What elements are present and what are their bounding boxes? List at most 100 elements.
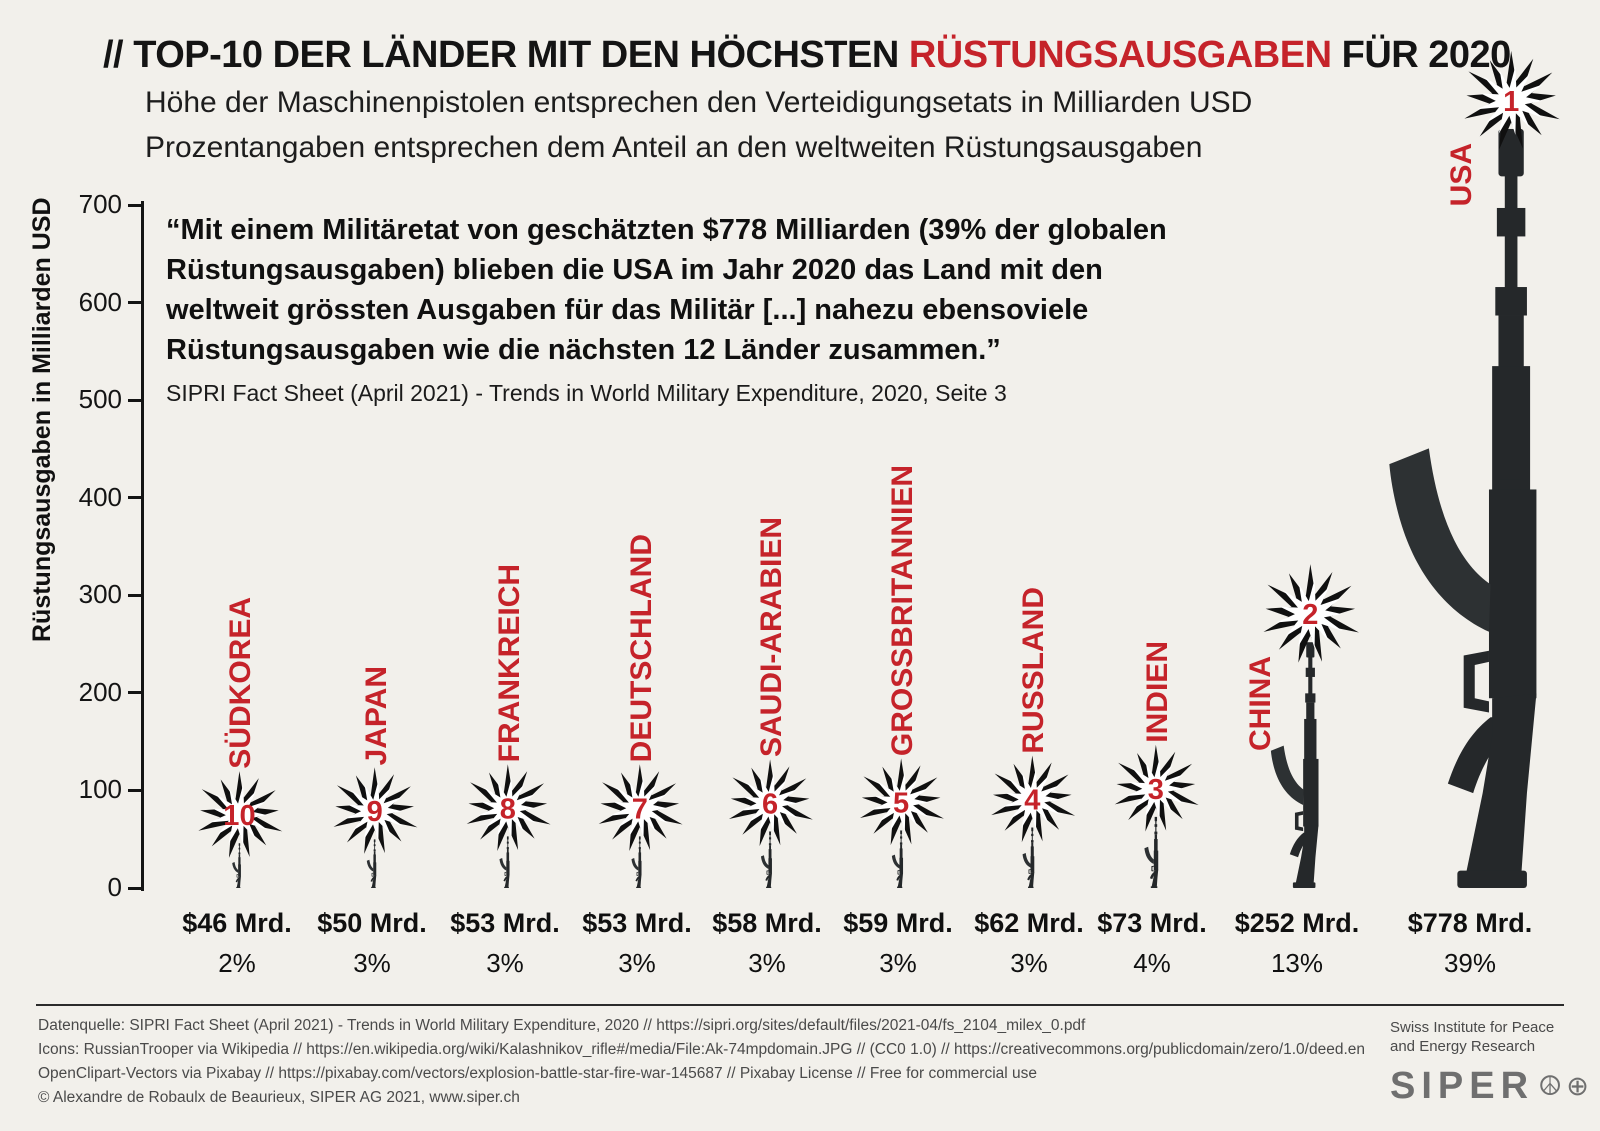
share-label: 3%: [1010, 948, 1048, 978]
value-label: $62 Mrd.: [974, 908, 1084, 938]
quote-line: Rüstungsausgaben) blieben die USA im Jah…: [166, 254, 1103, 286]
y-tick-mark: [128, 691, 141, 695]
share-label: 2%: [218, 948, 256, 978]
share-label: 39%: [1443, 948, 1497, 978]
y-tick-mark: [128, 301, 141, 305]
share-label: 3%: [879, 948, 917, 978]
value-label: $53 Mrd.: [450, 908, 560, 938]
y-tick-mark: [128, 593, 141, 597]
rank-number: 4: [1024, 785, 1040, 817]
quote-line: Rüstungsausgaben wie die nächsten 12 Län…: [166, 334, 1001, 366]
rank-badge: 2: [1263, 564, 1359, 663]
y-tick-label: 300: [78, 579, 122, 610]
rank-number: 7: [632, 793, 648, 825]
y-tick-label: 500: [78, 384, 122, 415]
y-tick-label: 100: [78, 774, 122, 805]
page-title: // TOP-10 DER LÄNDER MIT DEN HÖCHSTEN RÜ…: [103, 34, 1511, 77]
y-tick-mark: [128, 203, 141, 207]
footer-icons-line: Icons: RussianTrooper via Wikipedia // h…: [38, 1041, 1366, 1058]
y-tick-label: 700: [78, 189, 122, 219]
rank-badge: 4: [991, 755, 1076, 843]
rank-number: 2: [1302, 599, 1318, 631]
title-highlight: RÜSTUNGSAUSGABEN: [908, 34, 1332, 76]
rank-badge: 10: [198, 771, 283, 858]
rank-badge: 6: [728, 759, 813, 847]
rank-number: 1: [1503, 86, 1519, 118]
country-label: DEUTSCHLAND: [624, 533, 658, 763]
rifle-icon: [891, 830, 904, 888]
y-tick-label: 400: [78, 481, 122, 512]
value-label: $778 Mrd.: [1407, 908, 1533, 938]
rifle-icon: [631, 836, 642, 888]
rank-number: 3: [1148, 774, 1164, 806]
value-label: $58 Mrd.: [712, 908, 822, 938]
y-tick-label: 0: [107, 872, 122, 902]
rank-number: 5: [893, 787, 909, 819]
rank-number: 6: [762, 788, 778, 820]
footer-copyright-line: © Alexandre de Robaulx de Beaurieux, SIP…: [38, 1089, 520, 1106]
org-name-line2: and Energy Research: [1390, 1038, 1536, 1055]
rank-badge: 3: [1114, 744, 1199, 832]
footer-credits: Datenquelle: SIPRI Fact Sheet (April 202…: [38, 1014, 1365, 1110]
footer-divider: [36, 1004, 1564, 1006]
value-label: $252 Mrd.: [1234, 908, 1360, 938]
rifle-icon: [366, 839, 377, 888]
y-axis-line: [141, 201, 144, 891]
y-tick-label: 200: [78, 676, 122, 707]
subtitle-line1: Höhe der Maschinenpistolen entsprechen d…: [145, 86, 1253, 119]
country-label: GROSSBRITANNIEN: [886, 465, 920, 757]
siper-logo-text: SIPER: [1390, 1065, 1535, 1107]
quote-line: weltweit grössten Ausgaben für das Milit…: [166, 294, 1089, 326]
footer-source-line: Datenquelle: SIPRI Fact Sheet (April 202…: [38, 1017, 1086, 1034]
title-suffix: FÜR 2020: [1341, 34, 1512, 76]
quote-block: “Mit einem Militäretat von geschätzten $…: [166, 210, 1406, 407]
rifle-icon: [1389, 128, 1537, 888]
value-label: $73 Mrd.: [1097, 908, 1207, 938]
y-tick-label: 600: [78, 286, 122, 317]
rank-number: 8: [500, 793, 516, 825]
value-label: $59 Mrd.: [843, 908, 953, 938]
y-tick-mark: [128, 496, 141, 500]
rank-badge: 9: [333, 767, 418, 854]
rank-number: 9: [367, 796, 383, 828]
share-label: 3%: [353, 948, 391, 978]
share-label: 4%: [1133, 948, 1171, 978]
value-label: $50 Mrd.: [317, 908, 427, 938]
country-label: SÜDKOREA: [224, 597, 258, 770]
country-label: USA: [1445, 142, 1479, 207]
title-main: TOP-10 DER LÄNDER MIT DEN HÖCHSTEN: [133, 34, 899, 76]
title-prefix: //: [103, 34, 124, 76]
share-label: 13%: [1270, 948, 1324, 978]
country-label: SAUDI-ARABIEN: [755, 517, 789, 758]
country-label: FRANKREICH: [492, 563, 526, 763]
value-label: $53 Mrd.: [582, 908, 692, 938]
globe-icon: ⊕: [1566, 1071, 1589, 1101]
rifle-icon: [1270, 642, 1319, 888]
rank-badge: 7: [598, 764, 683, 851]
y-tick-mark: [128, 886, 141, 890]
quote-source: SIPRI Fact Sheet (April 2021) - Trends i…: [166, 380, 1007, 406]
value-label: $46 Mrd.: [182, 908, 292, 938]
country-label: JAPAN: [359, 665, 393, 766]
siper-logo: SIPER ☮ ⊕: [1390, 1065, 1589, 1108]
share-label: 3%: [748, 948, 786, 978]
share-label: 3%: [486, 948, 524, 978]
rifle-icon: [499, 836, 510, 888]
country-label: INDIEN: [1140, 641, 1174, 743]
country-label: RUSSLAND: [1017, 586, 1051, 754]
share-label: 3%: [618, 948, 656, 978]
rank-badge: 1: [1464, 50, 1560, 150]
y-tick-mark: [128, 788, 141, 792]
rank-number: 10: [223, 800, 255, 832]
quote-line: “Mit einem Militäretat von geschätzten $…: [166, 214, 1167, 246]
rifle-icon: [1022, 827, 1035, 889]
subtitle-line2: Prozentangaben entsprechen dem Anteil an…: [145, 131, 1203, 164]
country-label: CHINA: [1244, 656, 1278, 752]
rifle-icon: [760, 831, 772, 888]
org-name-line1: Swiss Institute for Peace: [1390, 1019, 1555, 1036]
rank-badge: 5: [860, 758, 944, 846]
footer-cliparts-line: OpenClipart-Vectors via Pixabay // https…: [38, 1065, 1038, 1082]
org-block: Swiss Institute for Peace and Energy Res…: [1390, 1018, 1589, 1108]
